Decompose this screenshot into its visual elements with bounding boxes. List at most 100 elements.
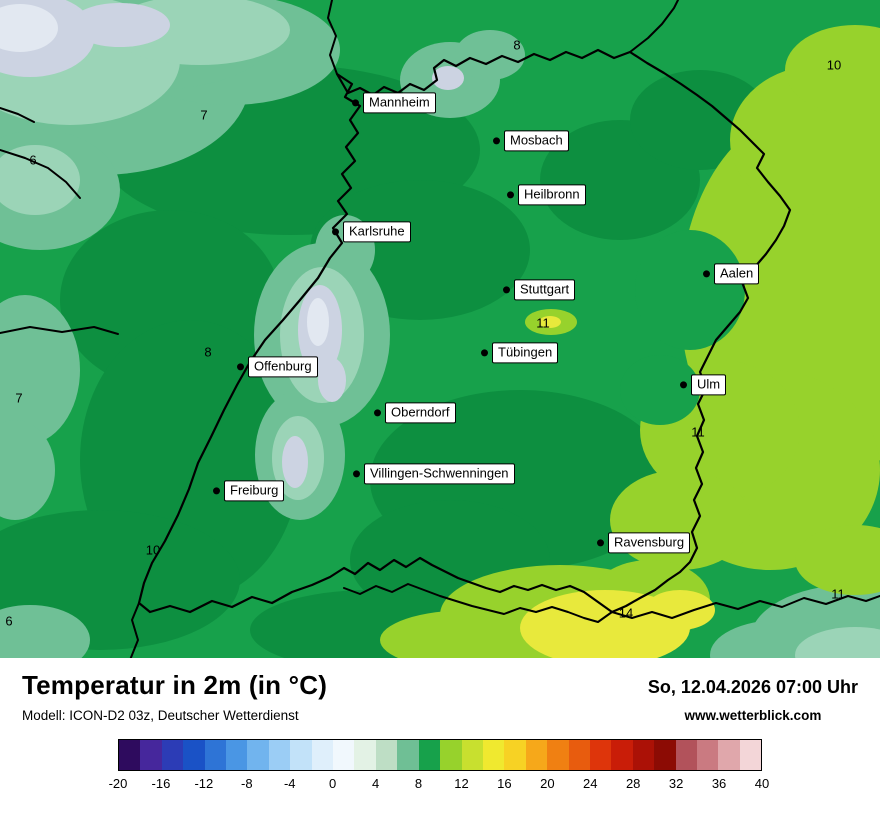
city-dot-icon <box>481 349 488 357</box>
border-southwest <box>129 602 140 658</box>
legend-tick-label: 8 <box>414 776 423 791</box>
legend-cell <box>204 740 227 770</box>
city-marker: Ravensburg <box>597 532 691 554</box>
legend-tick-label: 20 <box>540 776 555 791</box>
city-marker: Stuttgart <box>503 279 576 301</box>
city-label: Offenburg <box>248 356 318 378</box>
city-dot-icon <box>237 363 244 371</box>
city-marker: Offenburg <box>237 356 318 378</box>
baden-wuerttemberg-outline <box>137 48 792 614</box>
model-info: Modell: ICON-D2 03z, Deutscher Wetterdie… <box>22 708 299 723</box>
temperature-value-label: 6 <box>5 613 13 629</box>
legend-cell <box>290 740 312 770</box>
temperature-value-label: 8 <box>204 344 212 360</box>
city-label: Tübingen <box>492 342 559 364</box>
legend-tick-label: -4 <box>283 776 296 791</box>
temp-field-green-holes <box>620 230 745 425</box>
legend-tick-label: -12 <box>194 776 214 791</box>
temperature-value-label: 6 <box>29 152 37 168</box>
legend-cell <box>675 740 697 770</box>
city-label: Stuttgart <box>514 279 576 301</box>
legend-cell <box>333 740 355 770</box>
city-dot-icon <box>680 381 687 389</box>
legend-cell <box>654 740 676 770</box>
map-title: Temperatur in 2m (in °C) <box>22 670 328 700</box>
city-dot-icon <box>507 191 514 199</box>
temperature-value-label: 7 <box>15 390 23 406</box>
legend-cell <box>632 740 655 770</box>
legend-tick-label: 12 <box>454 776 469 791</box>
legend-cell <box>504 740 526 770</box>
map-overlay: Mannheim Mosbach Heilbronn Karlsruhe Aalen St… <box>5 37 845 629</box>
city-label: Oberndorf <box>385 402 456 424</box>
border-west <box>0 326 119 335</box>
forecast-datetime: So, 12.04.2026 07:00 Uhr <box>647 677 858 697</box>
city-label: Villingen-Schwenningen <box>364 463 515 485</box>
city-dot-icon <box>597 539 604 547</box>
city-dot-icon <box>493 137 500 145</box>
city-marker: Aalen <box>703 263 760 285</box>
legend-cell <box>525 740 548 770</box>
city-label: Mosbach <box>504 130 569 152</box>
legend-cell <box>226 740 248 770</box>
temperature-value-label: 11 <box>691 424 705 440</box>
city-label: Freiburg <box>224 480 285 502</box>
legend-cell <box>247 740 269 770</box>
city-marker: Heilbronn <box>507 184 586 206</box>
city-label: Ulm <box>691 374 727 396</box>
legend-cell <box>440 740 462 770</box>
city-dot-icon <box>703 270 710 278</box>
legend-cell <box>739 740 762 770</box>
legend-cell <box>611 740 633 770</box>
temperature-value-label: 11 <box>831 586 845 602</box>
city-dot-icon <box>374 409 381 417</box>
legend-tick-label: 24 <box>583 776 598 791</box>
legend-cell <box>418 740 441 770</box>
legend-cell <box>547 740 569 770</box>
temp-field-yellow <box>520 316 715 658</box>
city-label: Karlsruhe <box>343 221 411 243</box>
legend-tick-label: -20 <box>108 776 128 791</box>
temperature-value-label: 10 <box>145 542 161 558</box>
temperature-value-label: 7 <box>200 107 208 123</box>
legend-cell <box>140 740 162 770</box>
border-hochrhein <box>343 583 613 623</box>
city-dot-icon <box>353 470 360 478</box>
legend-tick-label: 40 <box>754 776 770 791</box>
city-marker: Villingen-Schwenningen <box>353 463 515 485</box>
city-marker: Oberndorf <box>374 402 456 424</box>
city-marker: Tübingen <box>481 342 559 364</box>
legend-tick-label: -16 <box>151 776 171 791</box>
legend-cell <box>119 740 141 770</box>
map-area: Mannheim Mosbach Heilbronn Karlsruhe Aalen St… <box>0 0 880 658</box>
legend-tick-label: 28 <box>625 776 641 791</box>
temp-field-dark-green <box>0 65 770 658</box>
city-marker: Ulm <box>680 374 727 396</box>
footer-right: So, 12.04.2026 07:00 Uhr www.wetterblick… <box>648 670 858 723</box>
website-url: www.wetterblick.com <box>684 708 822 723</box>
legend-tick-label: 0 <box>329 776 337 791</box>
legend-cell <box>696 740 719 770</box>
city-dot-icon <box>352 99 359 107</box>
city-marker: Karlsruhe <box>332 221 411 243</box>
border-south-east <box>611 595 880 619</box>
legend-colorbar <box>118 739 762 771</box>
temperature-legend: -20 -16 -12 -8 -4 0 4 8 12 16 20 24 28 32 36 40 <box>22 739 858 794</box>
city-dot-icon <box>332 228 339 236</box>
legend-tick-label: 16 <box>497 776 512 791</box>
legend-cell <box>397 740 419 770</box>
temperature-value-label: 8 <box>513 37 521 53</box>
city-marker: Mosbach <box>493 130 569 152</box>
footer: Temperatur in 2m (in °C) Modell: ICON-D2… <box>0 658 880 794</box>
city-marker: Freiburg <box>213 480 285 502</box>
legend-ticks: -20 -16 -12 -8 -4 0 4 8 12 16 20 24 28 32 36 40 <box>109 776 770 794</box>
city-label: Heilbronn <box>518 184 586 206</box>
city-dot-icon <box>503 286 510 294</box>
legend-tick-label: 36 <box>711 776 727 791</box>
border-north-2 <box>629 0 679 53</box>
temp-field-pale-cold-core <box>0 4 329 346</box>
legend-cell <box>161 740 184 770</box>
legend-cell <box>568 740 590 770</box>
legend-cell <box>375 740 398 770</box>
